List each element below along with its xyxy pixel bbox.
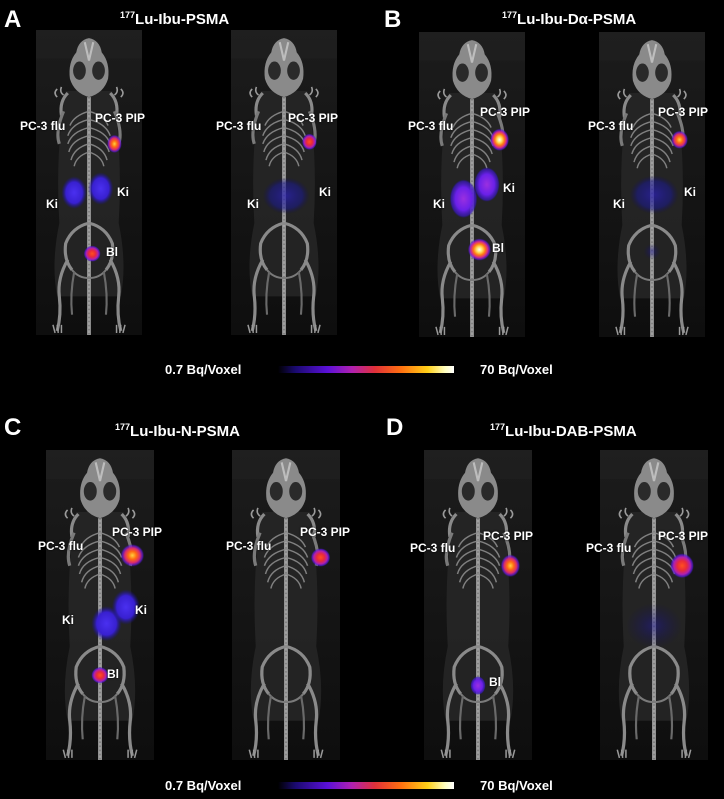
label-pc3-pip: PC-3 PIP: [483, 529, 534, 543]
colorbar-bottom: 0.7 Bq/Voxel 70 Bq/Voxel: [0, 776, 724, 796]
colorbar-min-label: 0.7 Bq/Voxel: [165, 778, 242, 793]
panel-letter-b: B: [384, 6, 402, 33]
colorbar-max-label: 70 Bq/Voxel: [480, 362, 553, 377]
colorbar-min-label: 0.7 Bq/Voxel: [165, 362, 242, 377]
title-superscript: 177: [120, 10, 136, 20]
spect-ct-image-b-left: [419, 32, 525, 337]
label-pc3-pip: PC-3 PIP: [288, 111, 339, 125]
label-pc3-pip: PC-3 PIP: [480, 105, 531, 119]
label-ki-right: Ki: [135, 603, 147, 617]
colorbar-gradient: [278, 782, 454, 789]
spect-ct-image-c-left: [46, 450, 154, 760]
label-ki-left: Ki: [247, 197, 259, 211]
label-pc3-flu: PC-3 flu: [38, 539, 84, 553]
panel-title-d: 177Lu-Ibu-DAB-PSMA: [490, 422, 637, 440]
label-bl: Bl: [107, 667, 119, 681]
label-ki-right: Ki: [684, 185, 696, 199]
label-ki-left: Ki: [433, 197, 445, 211]
label-ki-right: Ki: [117, 185, 129, 199]
colorbar-gradient: [278, 366, 454, 373]
title-main: Lu-Ibu-Dα-PSMA: [517, 11, 637, 28]
spect-ct-image-d-left: [424, 450, 532, 760]
panel-title-b: 177Lu-Ibu-Dα-PSMA: [502, 10, 637, 28]
title-superscript: 177: [115, 422, 131, 432]
label-bl: Bl: [489, 675, 501, 689]
title-superscript: 177: [502, 10, 518, 20]
panel-letter-c: C: [4, 414, 22, 441]
label-ki-left: Ki: [46, 197, 58, 211]
panel-title-c: 177Lu-Ibu-N-PSMA: [115, 422, 241, 440]
title-superscript: 177: [490, 422, 506, 432]
label-pc3-flu: PC-3 flu: [410, 541, 456, 555]
spect-ct-image-c-right: [232, 450, 340, 760]
colorbar-max-label: 70 Bq/Voxel: [480, 778, 553, 793]
label-bl: Bl: [492, 241, 504, 255]
label-pc3-flu: PC-3 flu: [586, 541, 632, 555]
label-pc3-pip: PC-3 PIP: [300, 525, 351, 539]
label-pc3-pip: PC-3 PIP: [658, 529, 709, 543]
spect-ct-image-a-left: [36, 30, 142, 335]
label-ki-right: Ki: [503, 181, 515, 195]
panel-letter-d: D: [386, 414, 404, 441]
label-pc3-flu: PC-3 flu: [588, 119, 634, 133]
label-ki-left: Ki: [613, 197, 625, 211]
label-pc3-flu: PC-3 flu: [216, 119, 262, 133]
panel-letter-a: A: [4, 6, 22, 33]
label-ki-right: Ki: [319, 185, 331, 199]
title-main: Lu-Ibu-N-PSMA: [130, 423, 241, 440]
spect-ct-image-d-right: [600, 450, 708, 760]
label-ki-left: Ki: [62, 613, 74, 627]
label-pc3-flu: PC-3 flu: [226, 539, 272, 553]
panel-title-a: 177Lu-Ibu-PSMA: [120, 10, 230, 28]
spect-ct-image-b-right: [599, 32, 705, 337]
label-pc3-pip: PC-3 PIP: [95, 111, 146, 125]
title-main: Lu-Ibu-DAB-PSMA: [505, 423, 637, 440]
title-main: Lu-Ibu-PSMA: [135, 11, 230, 28]
spect-ct-image-a-right: [231, 30, 337, 335]
label-pc3-pip: PC-3 PIP: [658, 105, 709, 119]
label-pc3-flu: PC-3 flu: [408, 119, 454, 133]
label-pc3-pip: PC-3 PIP: [112, 525, 163, 539]
label-pc3-flu: PC-3 flu: [20, 119, 66, 133]
colorbar-top: 0.7 Bq/Voxel 70 Bq/Voxel: [0, 360, 724, 380]
label-bl: Bl: [106, 245, 118, 259]
